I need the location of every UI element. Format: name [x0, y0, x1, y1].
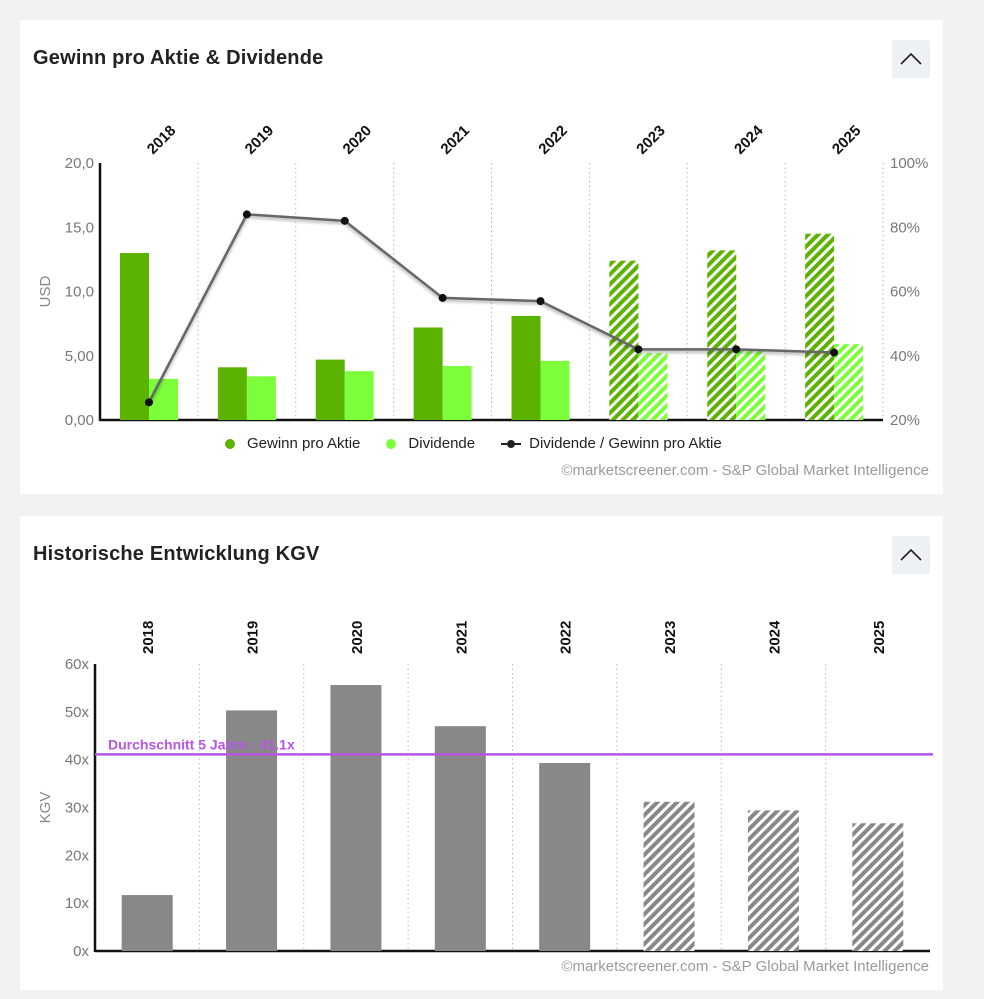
- year-label: 2018: [144, 122, 180, 158]
- legend-item-ratio[interactable]: Dividende / Gewinn pro Aktie: [501, 435, 722, 452]
- kgv-bar: [121, 895, 173, 951]
- y-tick-label: 60x: [65, 656, 90, 673]
- kgv-credit: ©marketscreener.com - S&P Global Market …: [561, 958, 929, 975]
- year-label: 2018: [140, 621, 157, 654]
- ratio-point: [536, 297, 545, 306]
- legend-eps-marker: [225, 438, 235, 449]
- year-label: 2019: [242, 122, 278, 158]
- y-tick-label: 10x: [65, 895, 90, 912]
- kgv-bar: [434, 726, 486, 951]
- year-label: 2022: [558, 621, 575, 654]
- legend-dividend-marker: [386, 438, 397, 449]
- kgv-bar: [330, 685, 382, 951]
- kgv-title: Historische Entwicklung KGV: [33, 543, 320, 565]
- y-tick-label: 5,00: [65, 348, 94, 365]
- dividend-bar: [246, 376, 276, 420]
- eps-dividend-legend: Gewinn pro Aktie Dividende Dividende / G…: [225, 435, 748, 452]
- eps-bar: [413, 327, 443, 420]
- eps-bar: [120, 252, 149, 420]
- ratio-point: [732, 345, 741, 354]
- year-label: 2020: [349, 621, 366, 654]
- ratio-point: [242, 210, 251, 219]
- year-label: 2023: [662, 621, 679, 654]
- eps-dividend-credit: ©marketscreener.com - S&P Global Market …: [561, 462, 929, 479]
- dividend-bar: [834, 344, 864, 420]
- year-label: 2019: [245, 621, 262, 654]
- kgv-chart: 0x 10x 20x 30x 40x 50x 60x KGV 2018 2019 2020 2021 2…: [37, 620, 933, 960]
- y-tick-label: 40x: [65, 752, 90, 769]
- kgv-bar: [747, 810, 799, 951]
- eps-dividend-card: Gewinn pro Aktie & Dividende 0,00 5,00 10,…: [20, 20, 943, 494]
- ratio-point: [145, 398, 153, 407]
- year-label: 2020: [339, 122, 375, 158]
- eps-bar: [609, 260, 639, 420]
- year-label: 2021: [453, 621, 470, 654]
- year-label: 2024: [766, 620, 783, 654]
- ratio-point: [438, 293, 447, 302]
- eps-bar: [315, 359, 345, 420]
- y-axis-title: USD: [37, 275, 54, 307]
- kgv-bar: [852, 823, 904, 951]
- y-tick-label: 10,0: [65, 284, 94, 301]
- eps-dividend-chart: 0,00 5,00 10,0 15,0 20,0 20% 40% 60% 80% 100% USD 2…: [37, 122, 928, 429]
- year-label: 2024: [731, 122, 767, 158]
- ratio-point: [634, 345, 643, 354]
- y2-tick-label: 20%: [890, 412, 920, 429]
- y2-tick-label: 80%: [890, 219, 920, 236]
- chevron-up-icon: [900, 53, 922, 65]
- legend-eps-label: Gewinn pro Aktie: [247, 435, 361, 452]
- kgv-bar: [643, 801, 695, 951]
- legend-ratio-label: Dividende / Gewinn pro Aktie: [529, 435, 722, 452]
- year-label: 2023: [633, 122, 669, 158]
- legend-item-dividend[interactable]: Dividende: [386, 435, 475, 452]
- legend-dividend-label: Dividende: [408, 435, 476, 452]
- y2-tick-label: 100%: [890, 155, 928, 172]
- eps-bar: [707, 250, 737, 420]
- year-label: 2021: [437, 122, 473, 158]
- ratio-line: [147, 213, 835, 403]
- y-tick-label: 30x: [65, 800, 90, 817]
- y-tick-label: 0,00: [65, 412, 94, 429]
- dividend-bar: [736, 349, 766, 420]
- kgv-bar: [226, 710, 278, 951]
- ratio-point: [830, 348, 839, 357]
- y2-tick-label: 40%: [890, 348, 920, 365]
- eps-bar: [805, 233, 835, 420]
- legend-item-eps[interactable]: Gewinn pro Aktie: [225, 435, 360, 452]
- collapse-eps-dividend-button[interactable]: [892, 40, 930, 78]
- y-tick-label: 20x: [65, 847, 90, 864]
- dividend-bar: [540, 360, 570, 420]
- y2-tick-label: 60%: [890, 284, 920, 301]
- y-axis-title: KGV: [37, 792, 54, 824]
- year-label: 2025: [829, 122, 865, 158]
- dividend-bar: [638, 353, 668, 420]
- kgv-card: Historische Entwicklung KGV 0x 10x 20x 30x 4…: [20, 516, 943, 990]
- y-tick-label: 15,0: [65, 219, 94, 236]
- year-label: 2022: [535, 122, 571, 158]
- chevron-up-icon: [900, 549, 922, 561]
- ratio-point: [340, 216, 349, 225]
- dividend-bar: [344, 371, 374, 420]
- y-tick-label: 20,0: [65, 155, 94, 172]
- eps-bar: [511, 315, 541, 420]
- eps-bar: [217, 367, 247, 420]
- average-label: Durchschnitt 5 Jahre : 41.1x: [108, 736, 295, 752]
- dividend-bar: [442, 366, 472, 420]
- year-label: 2025: [871, 621, 888, 654]
- y-tick-label: 50x: [65, 704, 90, 721]
- dividend-bar: [149, 378, 178, 420]
- legend-ratio-marker: [501, 439, 522, 448]
- kgv-bar: [539, 763, 591, 951]
- collapse-kgv-button[interactable]: [892, 536, 930, 574]
- eps-dividend-title: Gewinn pro Aktie & Dividende: [33, 47, 324, 69]
- y-tick-label: 0x: [73, 943, 89, 960]
